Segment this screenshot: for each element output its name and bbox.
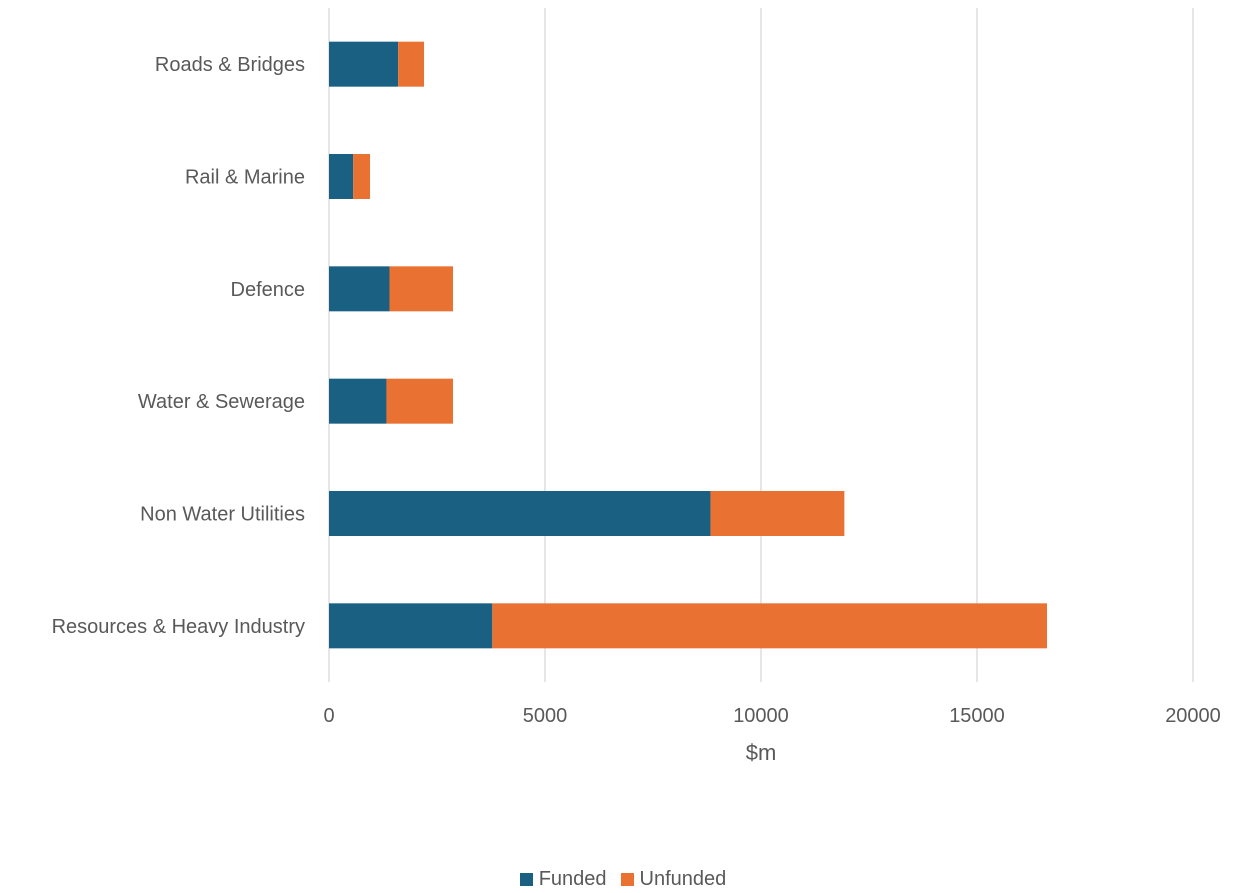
x-axis-title: $m [746,740,777,765]
stacked-bar-chart: Roads & Bridges Rail & Marine Defence Water… [52,8,1221,765]
bar-unfunded-0 [398,41,425,87]
bar-funded-1 [329,154,354,199]
bar-unfunded-3 [386,378,453,424]
legend: Funded Unfunded [0,868,1246,891]
bar-funded-2 [329,266,390,312]
category-labels: Roads & Bridges Rail & Marine Defence Water… [52,54,305,638]
category-label: Non Water Utilities [140,504,305,526]
bar-funded-5 [329,603,493,649]
bar-unfunded-2 [389,266,453,312]
category-label: Water & Sewerage [138,391,305,413]
category-label: Defence [231,279,306,301]
bar-unfunded-4 [710,491,845,536]
legend-label-funded: Funded [538,868,607,890]
x-tick-label: 10000 [733,705,789,727]
legend-item-funded: Funded [519,868,607,891]
x-tick-labels: 0 5000 10000 15000 20000 [323,705,1220,727]
category-label: Roads & Bridges [155,54,305,76]
legend-swatch-funded [519,873,533,886]
x-tick-label: 20000 [1165,705,1221,727]
bars [329,41,1047,649]
legend-item-unfunded: Unfunded [620,868,727,891]
x-tick-label: 15000 [949,705,1005,727]
legend-label-unfunded: Unfunded [639,868,727,890]
bar-funded-3 [329,378,387,424]
gridlines [328,8,1194,682]
category-label: Rail & Marine [185,167,305,189]
bar-funded-0 [329,41,399,87]
x-tick-label: 5000 [523,705,568,727]
bar-unfunded-1 [353,154,371,199]
bar-unfunded-5 [492,603,1047,649]
category-label: Resources & Heavy Industry [52,616,305,638]
x-tick-label: 0 [323,705,334,727]
legend-swatch-unfunded [620,873,634,886]
bar-funded-4 [329,491,711,536]
